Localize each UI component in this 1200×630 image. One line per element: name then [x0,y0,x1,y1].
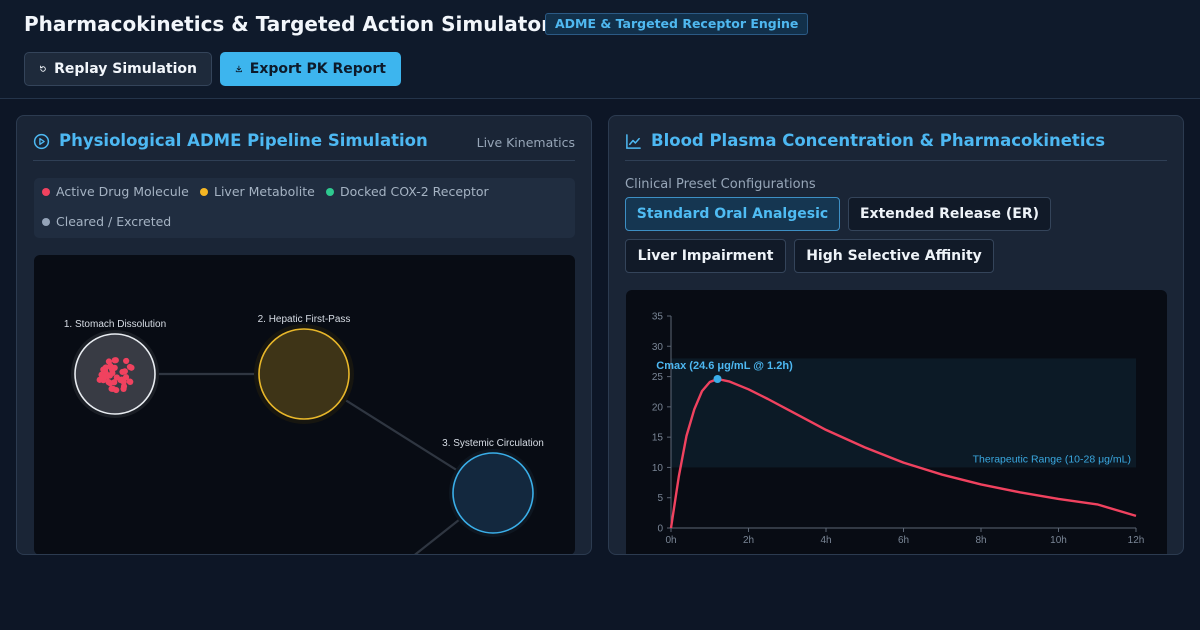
x-tick-label: 0h [665,535,676,546]
x-tick-label: 2h [743,535,754,546]
y-tick-label: 20 [652,402,664,413]
cmax-label: Cmax (24.6 μg/mL @ 1.2h) [656,360,793,372]
drug-molecule [107,380,114,387]
adme-panel-header: Physiological ADME Pipeline Simulation L… [33,126,575,161]
x-tick-label: 8h [975,535,986,546]
pk-panel-title: Blood Plasma Concentration & Pharmacokin… [651,131,1106,150]
preset-liver-impairment[interactable]: Liver Impairment [625,239,786,273]
adme-legend: Active Drug Molecule Liver Metabolite Do… [34,178,575,238]
pipeline-path [115,372,495,554]
legend-label: Docked COX-2 Receptor [340,184,489,199]
drug-molecule [122,374,130,381]
x-tick-label: 12h [1128,535,1145,546]
play-circle-icon [33,133,50,150]
liver-node [258,328,350,420]
drug-molecule [109,385,117,392]
legend-label: Active Drug Molecule [56,184,189,199]
drug-molecule [121,368,128,375]
drug-molecule [117,377,124,384]
drug-molecule [127,378,134,385]
y-tick-label: 25 [652,372,664,383]
drug-molecule [123,357,130,365]
x-tick-label: 6h [898,535,909,546]
export-pk-report-button[interactable]: Export PK Report [220,52,401,86]
legend-label: Liver Metabolite [214,184,315,199]
adme-simulation-canvas: 1. Stomach Dissolution 2. Hepatic First-… [34,255,575,554]
drug-molecule [102,364,109,371]
replay-simulation-button[interactable]: Replay Simulation [24,52,212,86]
therapeutic-range-band [671,358,1136,468]
y-tick-label: 0 [657,524,663,535]
drug-molecule [111,357,118,364]
active-drug-dot [42,187,50,196]
preset-standard-oral-analgesic[interactable]: Standard Oral Analgesic [625,197,840,231]
replay-icon [40,65,46,72]
adme-pipeline-panel: Physiological ADME Pipeline Simulation L… [16,115,592,555]
drug-molecule [100,374,107,381]
pk-chart-svg: Therapeutic Range (10-28 μg/mL) 0 5 10 15 20 2… [652,312,1145,547]
adme-panel-title: Physiological ADME Pipeline Simulation [59,131,428,150]
page-title: Pharmacokinetics & Targeted Action Simul… [24,12,551,36]
circulation-node [452,452,534,534]
pipeline-svg: 1. Stomach Dissolution 2. Hepatic First-… [64,314,544,554]
docked-receptor-dot [326,187,334,196]
line-chart-icon [626,134,641,149]
y-tick-label: 35 [652,312,664,323]
drug-molecule [109,370,116,377]
engine-badge: ADME & Targeted Receptor Engine [545,13,809,35]
preset-extended-release[interactable]: Extended Release (ER) [848,197,1051,231]
y-tick-label: 30 [652,342,664,353]
drug-molecule-cluster [96,357,135,394]
live-kinematics-label: Live Kinematics [476,135,575,150]
app-header: Pharmacokinetics & Targeted Action Simul… [0,0,1200,99]
plasma-concentration-chart: Therapeutic Range (10-28 μg/mL) 0 5 10 15 20 2… [626,290,1167,554]
replay-simulation-label: Replay Simulation [54,61,197,77]
legend-label: Cleared / Excreted [56,214,172,229]
download-icon [235,65,242,73]
drug-molecule [120,383,128,390]
export-pk-report-label: Export PK Report [249,61,386,77]
concentration-curve [669,377,1137,529]
preset-section-label: Clinical Preset Configurations [625,177,816,192]
stage-label-circulation: 3. Systemic Circulation [442,438,544,449]
liver-metabolite-dot [200,187,208,196]
pk-panel-header: Blood Plasma Concentration & Pharmacokin… [625,126,1167,161]
plasma-concentration-panel: Blood Plasma Concentration & Pharmacokin… [608,115,1184,555]
legend-item-cleared: Cleared / Excreted [42,214,171,229]
drug-molecule [111,364,118,371]
y-tick-label: 15 [652,433,664,444]
drug-molecule [126,363,134,371]
therapeutic-range-label: Therapeutic Range (10-28 μg/mL) [973,453,1131,465]
legend-item-active-drug: Active Drug Molecule [42,184,189,199]
y-tick-label: 5 [657,493,663,504]
stage-label-hepatic: 2. Hepatic First-Pass [258,314,351,325]
legend-item-docked-receptor: Docked COX-2 Receptor [326,184,489,199]
stage-label-stomach: 1. Stomach Dissolution [64,319,166,330]
legend-item-liver-metabolite: Liver Metabolite [200,184,315,199]
preset-high-selective-affinity[interactable]: High Selective Affinity [794,239,994,273]
x-tick-label: 10h [1050,535,1067,546]
cleared-dot [42,217,50,226]
drug-molecule [105,358,113,365]
y-tick-label: 10 [652,463,664,474]
cmax-point [713,374,722,383]
x-tick-label: 4h [820,535,831,546]
